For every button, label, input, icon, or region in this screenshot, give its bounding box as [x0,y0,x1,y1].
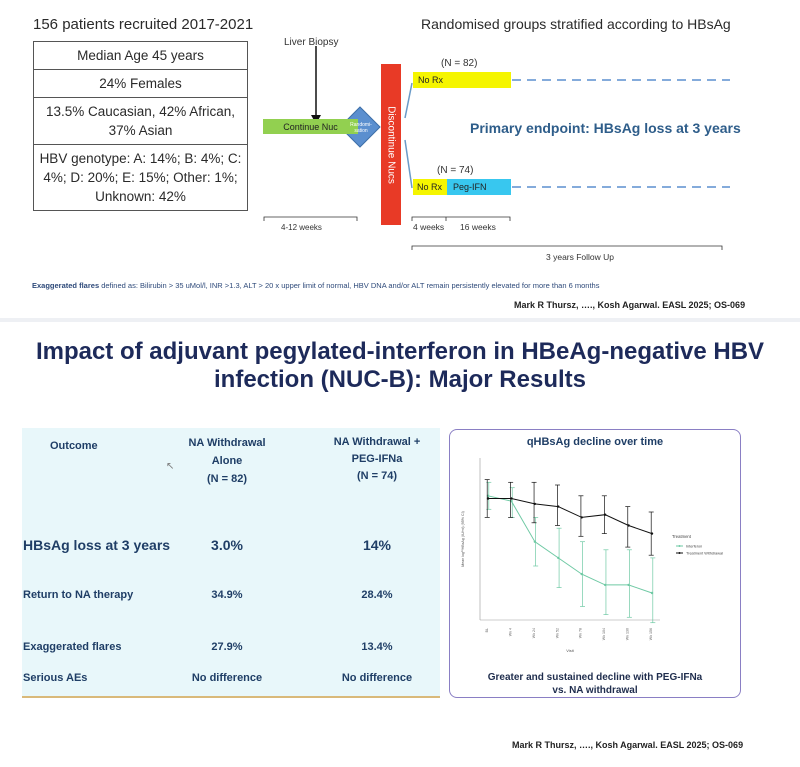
chart-caption: Greater and sustained decline with PEG-I… [450,671,740,697]
x-tick-label: BL [485,628,489,632]
slide-separator [0,318,800,322]
header-na-title: NA Withdrawal Alone [188,437,266,467]
legend-title: Treatment [672,534,692,539]
chart-caption-line2: vs. NA withdrawal [552,685,638,696]
y-axis-label: Mean log¹⁰HBsAg (IU/ml) (95% CI) [461,511,465,567]
bottom-citation: Mark R Thursz, …., Kosh Agarwal. EASL 20… [512,740,744,750]
results-title-line1: Impact of adjuvant pegylated-interferon … [35,338,765,365]
legend-label-0: Interferon [686,545,702,549]
hbsag-chart-card: qHBsAg decline over time Mean log¹⁰HBsAg… [449,429,741,698]
data-point [580,572,583,576]
discontinue-label: Discontinue Nucs [385,105,397,184]
demographics-table: Median Age 45 years 24% Females 13.5% Ca… [33,41,248,211]
randomisation-label: Randomi-sation [350,122,372,134]
row-saes-peg: No difference [341,672,413,684]
four-weeks-label: 4 weeks [413,222,445,232]
discontinue-bar: Discontinue Nucs [381,64,401,225]
randomisation-title: Randomised groups stratified according t… [421,16,731,32]
demographic-ethnicity: 13.5% Caucasian, 42% African, 37% Asian [33,97,248,145]
data-point [603,583,607,587]
data-point [557,556,560,560]
legend-marker-0 [678,545,681,547]
x-tick-label: Wk 104 [602,628,606,640]
row-return-label: Return to NA therapy [23,589,134,601]
row-hbsag-label: HBsAg loss at 3 years [23,537,171,553]
primary-endpoint: Primary endpoint: HBsAg loss at 3 years [470,120,741,136]
data-point [510,497,513,500]
chart-title: qHBsAg decline over time [526,436,664,448]
liver-biopsy-label: Liver Biopsy [284,37,339,48]
data-point [533,540,537,543]
row-saes-label: Serious AEs [23,672,88,684]
study-diagram-lines [263,46,730,250]
lead-weeks-label: 4-12 weeks [281,223,322,232]
study-design-slide: 156 patients recruited 2017-2021 Median … [0,0,800,318]
x-tick-label: Wk 52 [555,628,559,638]
row-flares-peg: 13.4% [361,641,393,653]
sixteen-weeks-label: 16 weeks [460,222,496,232]
header-na-n: (N = 82) [206,473,248,485]
header-peg-title: NA Withdrawal + [333,436,421,448]
recruitment-text: 156 patients recruited 2017-2021 [33,16,254,33]
footnote-definition: defined as: Bilirubin > 35 uMol/l, INR >… [99,281,600,290]
row-return-na: 34.9% [211,589,243,601]
row-saes-na: No difference [191,672,263,684]
header-na-peg: NA Withdrawal + PEG-IFNa (N = 74) [322,434,432,485]
outcomes-table: Outcome NA Withdrawal Alone (N = 82) NA … [22,428,440,698]
continue-nuc-box: Continue Nuc [263,119,358,134]
x-tick-label: Wk 156 [649,628,653,640]
row-flares-label: Exaggerated flares [23,641,122,653]
data-point [627,524,630,527]
header-peg-n: (N = 74) [356,470,398,482]
n-top-label: (N = 82) [441,58,478,69]
x-tick-label: Wk 24 [532,628,536,638]
header-peg-drug: PEG-IFNa [351,453,403,465]
row-return-peg: 28.4% [361,589,393,601]
x-tick-label: Wk 4 [508,628,512,636]
no-rx-box-top: No Rx [413,72,511,88]
n-bottom-label: (N = 74) [437,165,474,176]
data-point [650,591,654,595]
row-hbsag-na: 3.0% [211,537,243,553]
results-title-line2: infection (NUC-B): Major Results [214,366,586,393]
row-hbsag-peg: 14% [362,537,392,553]
x-axis-label: Visit [566,648,574,653]
no-rx-box-bottom: No Rx [413,179,447,195]
footnote-term: Exaggerated flares [32,281,100,290]
data-point [557,505,560,508]
data-point [533,502,537,506]
data-point [627,583,630,587]
series-line-0 [487,495,653,594]
data-point [650,532,654,535]
row-flares-na: 27.9% [211,641,243,653]
top-citation: Mark R Thursz, …., Kosh Agarwal. EASL 20… [514,300,746,310]
data-point [580,516,583,519]
x-tick-label: Wk 78 [579,628,583,638]
demographic-genotype: HBV genotype: A: 14%; B: 4%; C: 4%; D: 2… [33,144,248,211]
flares-footnote: Exaggerated flares defined as: Bilirubin… [32,281,599,290]
header-na-alone: NA Withdrawal Alone (N = 82) [172,434,282,488]
results-title: Impact of adjuvant pegylated-interferon … [0,338,800,394]
header-outcome: Outcome [50,440,98,452]
data-point [603,513,607,516]
demographic-age: Median Age 45 years [33,41,248,70]
chart-caption-line1: Greater and sustained decline with PEG-I… [487,672,703,683]
follow-up-label: 3 years Follow Up [546,252,615,262]
mouse-cursor-icon: ↖ [166,461,175,472]
hbsag-line-chart: Mean log¹⁰HBsAg (IU/ml) (95% CI) BL Wk 4 Wk… [461,458,723,653]
peg-ifn-box: Peg-IFN [447,179,511,195]
legend-label-1: Treatment Withdrawal [686,552,723,556]
data-point [486,497,490,500]
series-line-1 [488,498,653,535]
demographic-sex: 24% Females [33,69,248,98]
legend-marker-1 [678,552,681,554]
x-tick-label: Wk 130 [626,628,630,640]
